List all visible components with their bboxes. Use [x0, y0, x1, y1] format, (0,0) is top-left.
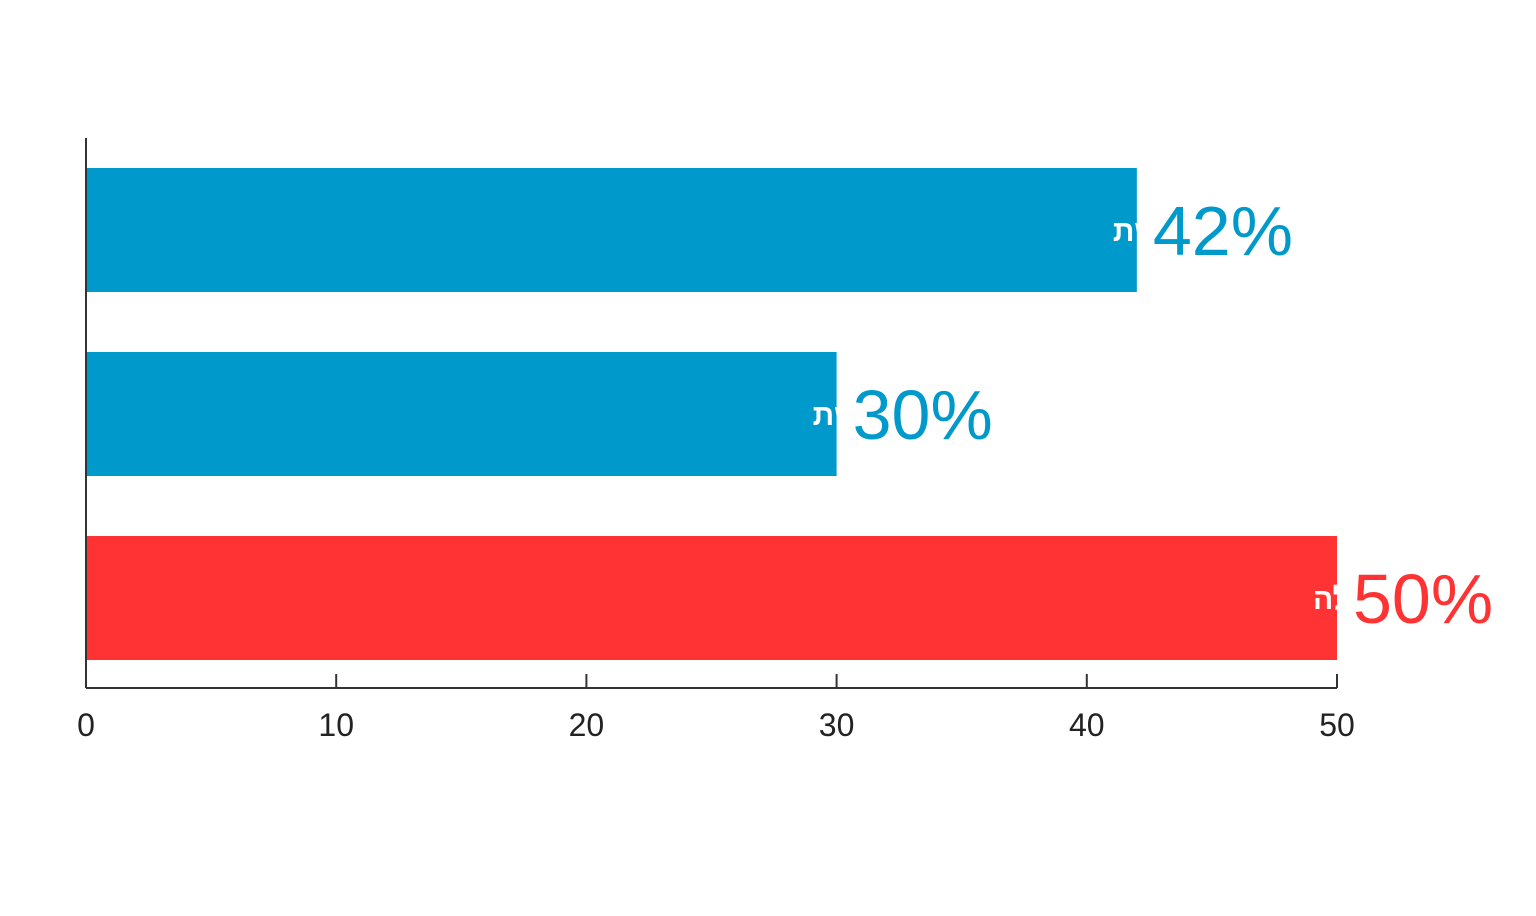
bar-2 [86, 352, 837, 476]
value-label-2: 30% [853, 376, 993, 454]
value-label-1: 42% [1153, 192, 1293, 270]
x-tick-label-20: 20 [569, 707, 605, 743]
bar-label-2: יש לבית הספר תוכניות המיועדות לטיפול בתל… [813, 399, 1536, 432]
x-tick-label-10: 10 [318, 707, 354, 743]
x-tick-label-30: 30 [819, 707, 855, 743]
bar-3 [86, 536, 1337, 660]
bar-label-1: יש לבית הספר תוכניות המיועדות לטיפול בתל… [1113, 215, 1536, 248]
x-tick-label-40: 40 [1069, 707, 1105, 743]
x-tick-label-50: 50 [1319, 707, 1355, 743]
bar-1 [86, 168, 1137, 292]
bar-label-3: אין לבית הספר תוכניות טיפול מספקות בתחומ… [1313, 583, 1536, 616]
x-tick-label-0: 0 [77, 707, 95, 743]
value-label-3: 50% [1353, 560, 1493, 638]
